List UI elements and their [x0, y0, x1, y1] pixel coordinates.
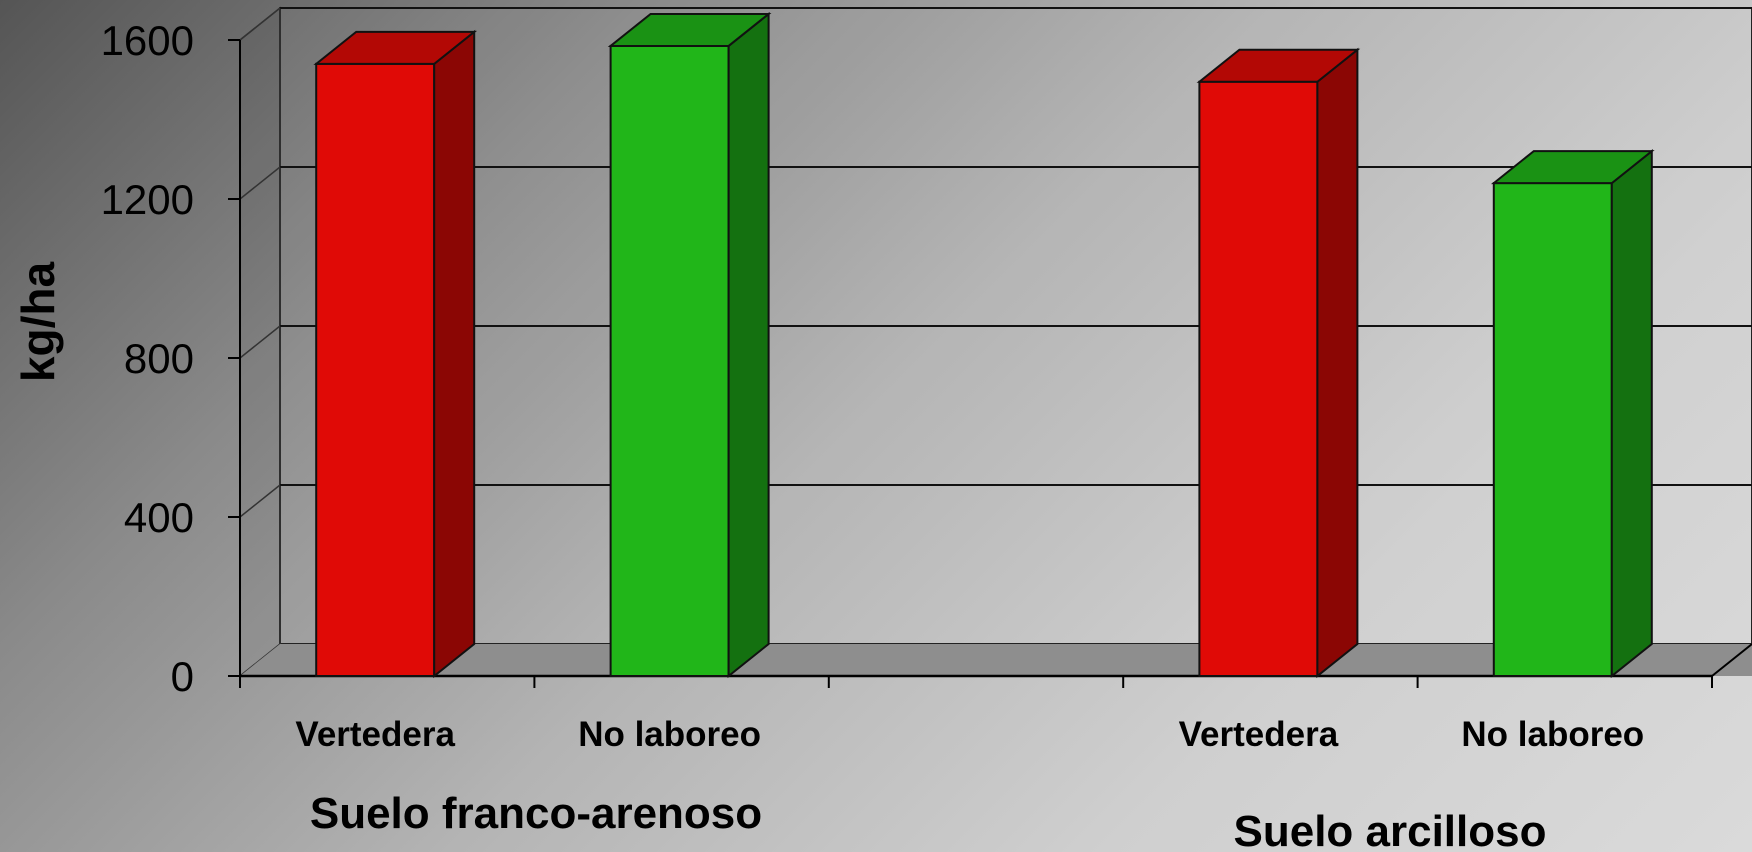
bar-top	[313, 30, 478, 65]
y-tick-label: 1600	[101, 17, 194, 64]
gridline-side	[239, 166, 281, 200]
y-tick-label: 800	[124, 335, 194, 382]
bar-front	[609, 44, 730, 677]
y-tick-label: 400	[124, 494, 194, 541]
bar-front	[315, 62, 436, 678]
category-label: No laboreo	[1461, 715, 1644, 754]
gridline-side	[239, 484, 281, 518]
bar	[1196, 47, 1361, 679]
group-label: Suelo franco-arenoso	[310, 789, 762, 838]
bar-side	[433, 29, 476, 679]
gridline-side	[239, 7, 281, 41]
category-label: No laboreo	[578, 715, 761, 754]
category-label: Vertedera	[1179, 715, 1339, 754]
bar-top	[1490, 150, 1655, 185]
labels: 0 400 800 1200 1600 Vertedera No laboreo Verted…	[101, 17, 1645, 852]
bar-top	[607, 12, 772, 47]
group-label: Suelo arcilloso	[1234, 807, 1547, 852]
bar	[313, 29, 478, 679]
axes	[228, 39, 1752, 688]
bar-front	[1492, 182, 1613, 677]
bar-side	[1610, 149, 1653, 679]
y-axis-label: kg/ha	[12, 262, 64, 383]
category-label: Vertedera	[295, 715, 455, 754]
y-tick-label: 0	[171, 653, 194, 700]
bar	[1490, 149, 1655, 679]
bar	[607, 11, 772, 679]
bar-side	[727, 11, 770, 679]
bar-front	[1198, 80, 1319, 678]
y-tick-label: 1200	[101, 176, 194, 223]
x-axis-depth	[1711, 643, 1752, 677]
bar-top	[1196, 48, 1361, 83]
bars	[313, 11, 1655, 679]
gridline-side	[239, 325, 281, 359]
bar-side	[1316, 47, 1359, 679]
